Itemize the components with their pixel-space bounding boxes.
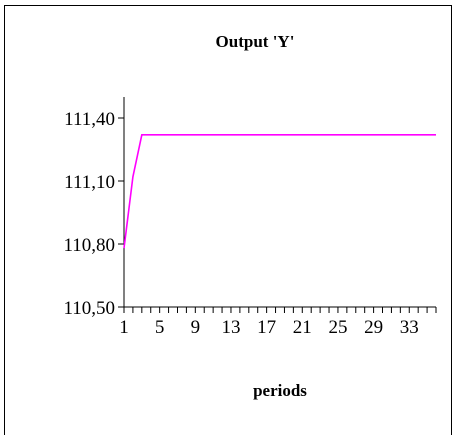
y-tick-label: 110,80: [63, 235, 115, 256]
x-axis: 1 5 9 13 17 21 25 29 33: [119, 306, 437, 338]
x-tick-label: 33: [400, 317, 419, 338]
chart-title: Output 'Y': [216, 32, 295, 51]
series-group: [123, 134, 436, 249]
x-tick-label: 25: [328, 317, 347, 338]
series-line: [123, 134, 436, 249]
x-axis-label: periods: [253, 381, 307, 400]
x-tick-label: 1: [119, 317, 129, 338]
y-tick-label: 111,10: [64, 172, 115, 193]
x-tick-label: 5: [155, 317, 165, 338]
x-tick-label: 13: [221, 317, 240, 338]
chart-frame: [4, 5, 452, 435]
x-tick-label: 29: [364, 317, 383, 338]
x-tick-label: 9: [191, 317, 201, 338]
x-tick-label: 17: [257, 317, 276, 338]
y-axis: 110,50 110,80 111,10 111,40: [63, 97, 125, 319]
y-tick-label: 110,50: [63, 298, 115, 319]
x-tick-label: 21: [293, 317, 312, 338]
y-tick-label: 111,40: [64, 109, 115, 130]
